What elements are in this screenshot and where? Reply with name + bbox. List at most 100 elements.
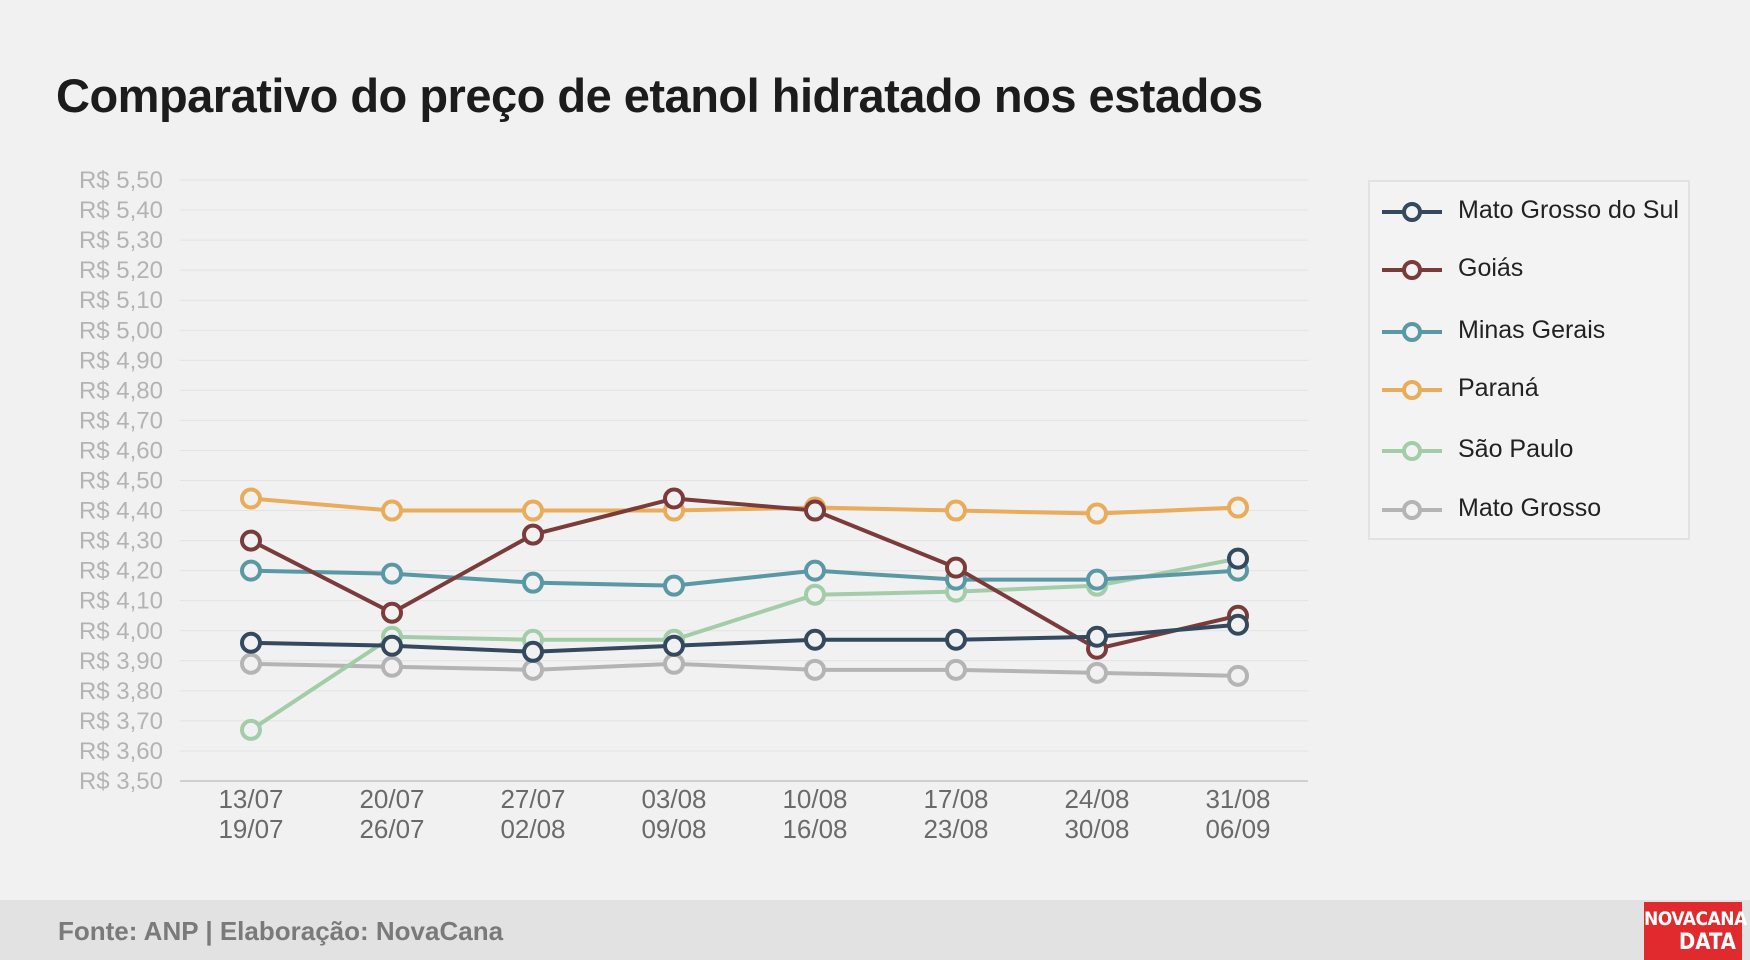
data-point-mato-grosso-do-sul — [945, 628, 967, 651]
data-point-mato-grosso — [522, 658, 544, 681]
data-point-mato-grosso-do-sul — [804, 628, 826, 651]
y-tick-label: R$ 3,70 — [79, 708, 163, 735]
legend-label: Goiás — [1458, 254, 1524, 282]
x-tick-label: 27/07 — [500, 784, 565, 814]
data-point-minas-gerais — [1086, 568, 1108, 591]
data-point-parana — [1086, 502, 1108, 525]
y-tick-label: R$ 4,60 — [79, 437, 163, 464]
legend-swatch-sao-paulo — [1382, 441, 1442, 461]
series-line-minas-gerais — [250, 568, 1239, 588]
legend-swatch-marker — [1402, 202, 1422, 222]
legend-item-parana: Paraná — [1370, 370, 1688, 410]
legend-item-sao-paulo: São Paulo — [1370, 431, 1688, 471]
data-point-parana — [945, 499, 967, 522]
y-tick-label: R$ 4,00 — [79, 618, 163, 645]
data-point-mato-grosso-do-sul — [381, 634, 403, 657]
data-point-minas-gerais — [804, 559, 826, 582]
y-tick-label: R$ 4,90 — [79, 347, 163, 374]
data-point-mato-grosso — [945, 658, 967, 681]
y-tick-label: R$ 4,40 — [79, 498, 163, 525]
legend-item-mato-grosso-do-sul: Mato Grosso do Sul — [1370, 192, 1688, 232]
data-point-mato-grosso-do-sul — [240, 631, 262, 654]
legend-item-minas-gerais: Minas Gerais — [1370, 312, 1688, 352]
data-point-goias — [381, 601, 403, 624]
footer: Fonte: ANP | Elaboração: NovaCana — [0, 900, 1750, 960]
data-point-parana — [522, 499, 544, 522]
chart-legend: Mato Grosso do Sul Goiás Minas Gerais Paran… — [1368, 180, 1690, 540]
data-point-parana — [1227, 496, 1249, 519]
x-tick-label: 20/07 — [359, 784, 424, 814]
series-line-mato-grosso — [250, 661, 1239, 678]
series-line-parana — [250, 496, 1239, 516]
data-point-minas-gerais — [240, 559, 262, 582]
data-point-mato-grosso — [240, 652, 262, 675]
legend-item-goias: Goiás — [1370, 250, 1688, 290]
data-point-sao-paulo — [240, 718, 262, 741]
legend-swatch-marker — [1402, 260, 1422, 280]
x-tick-label: 02/08 — [500, 814, 565, 844]
data-point-mato-grosso-do-sul — [522, 640, 544, 663]
x-tick-label: 06/09 — [1205, 814, 1270, 844]
data-point-minas-gerais — [381, 562, 403, 585]
data-point-mato-grosso-do-sul — [1086, 625, 1108, 648]
data-point-mato-grosso — [1086, 661, 1108, 684]
x-tick-label: 30/08 — [1064, 814, 1129, 844]
x-tick-label: 26/07 — [359, 814, 424, 844]
legend-label: Mato Grosso do Sul — [1458, 196, 1679, 224]
y-tick-label: R$ 4,50 — [79, 468, 163, 495]
legend-swatch-marker — [1402, 500, 1422, 520]
x-tick-label: 03/08 — [641, 784, 706, 814]
y-tick-label: R$ 3,50 — [79, 768, 163, 795]
y-tick-label: R$ 4,20 — [79, 558, 163, 585]
data-point-mato-grosso — [804, 658, 826, 681]
y-tick-label: R$ 5,40 — [79, 197, 163, 224]
legend-label: Paraná — [1458, 374, 1539, 402]
x-tick-label: 10/08 — [782, 784, 847, 814]
x-tick-label: 31/08 — [1205, 784, 1270, 814]
x-tick-label: 23/08 — [923, 814, 988, 844]
legend-label: Minas Gerais — [1458, 316, 1606, 344]
endpoint-marker — [1227, 547, 1249, 570]
y-tick-label: R$ 4,10 — [79, 588, 163, 615]
source-credit: Fonte: ANP | Elaboração: NovaCana — [58, 916, 504, 946]
series-line-sao-paulo — [249, 556, 1239, 732]
legend-label: São Paulo — [1458, 435, 1574, 463]
legend-swatch-minas-gerais — [1382, 322, 1442, 342]
y-tick-label: R$ 5,30 — [79, 227, 163, 254]
y-tick-label: R$ 5,00 — [79, 317, 163, 344]
data-point-mato-grosso-do-sul — [663, 634, 685, 657]
y-tick-label: R$ 4,70 — [79, 407, 163, 434]
x-tick-label: 17/08 — [923, 784, 988, 814]
chart-title: Comparativo do preço de etanol hidratado… — [56, 69, 1263, 122]
y-tick-label: R$ 4,30 — [79, 528, 163, 555]
legend-swatch-goias — [1382, 260, 1442, 280]
line-chart: R$ 3,50 R$ 3,60 R$ 3,70 R$ 3,80 R$ 3,90 R$ 4,… — [79, 167, 1308, 844]
data-point-goias — [804, 499, 826, 522]
legend-swatch-marker — [1402, 322, 1422, 342]
data-point-mato-grosso — [381, 655, 403, 678]
novacana-data-logo: NOVACANA DATA — [1644, 902, 1747, 960]
y-tick-label: R$ 3,90 — [79, 648, 163, 675]
data-point-minas-gerais — [522, 571, 544, 594]
x-tick-label: 13/07 — [218, 784, 283, 814]
legend-swatch-marker — [1402, 441, 1422, 461]
legend-label: Mato Grosso — [1458, 494, 1602, 522]
data-point-mato-grosso-do-sul — [1227, 613, 1249, 636]
data-point-goias — [522, 523, 544, 546]
legend-item-mato-grosso: Mato Grosso — [1370, 490, 1688, 530]
y-tick-label: R$ 3,60 — [79, 738, 163, 765]
logo-line1: NOVACANA — [1644, 908, 1747, 930]
legend-swatch-mato-grosso-do-sul — [1382, 202, 1442, 222]
y-tick-label: R$ 3,80 — [79, 678, 163, 705]
y-tick-label: R$ 5,50 — [79, 167, 163, 194]
series-line-goias — [250, 496, 1239, 651]
x-tick-label: 24/08 — [1064, 784, 1129, 814]
data-point-sao-paulo — [804, 583, 826, 606]
data-point-goias — [945, 556, 967, 579]
data-point-goias — [240, 529, 262, 552]
legend-swatch-marker — [1402, 380, 1422, 400]
y-tick-label: R$ 4,80 — [79, 377, 163, 404]
legend-swatch-parana — [1382, 380, 1442, 400]
data-point-minas-gerais — [663, 574, 685, 597]
series-line-mato-grosso-do-sul — [250, 622, 1239, 654]
